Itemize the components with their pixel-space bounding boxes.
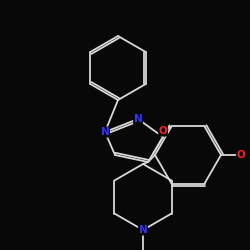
Text: N: N: [100, 127, 110, 137]
Text: N: N: [134, 114, 142, 124]
Text: O: O: [236, 150, 246, 160]
Text: N: N: [138, 225, 147, 235]
Text: O: O: [159, 126, 168, 136]
